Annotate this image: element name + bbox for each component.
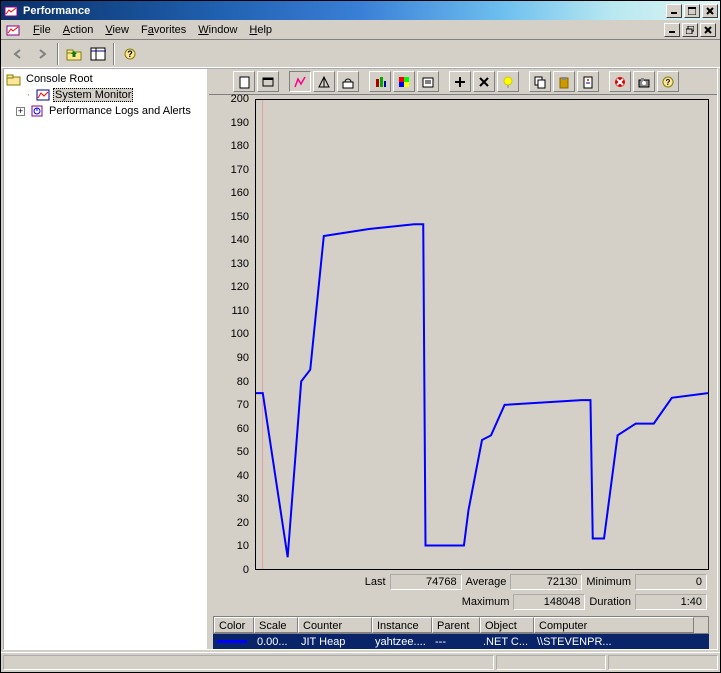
help-button[interactable]: ? (119, 43, 141, 65)
counter-list: Color Scale Counter Instance Parent Obje… (213, 616, 709, 649)
cell-computer: \\STEVENPR... (533, 636, 693, 648)
main-toolbar: ? (1, 40, 720, 68)
col-color[interactable]: Color (214, 617, 254, 633)
dur-value: 1:40 (635, 594, 707, 610)
col-counter[interactable]: Counter (298, 617, 372, 633)
delete-button[interactable] (473, 71, 495, 92)
view-report-button[interactable] (337, 71, 359, 92)
up-level-button[interactable] (63, 43, 85, 65)
close-button[interactable] (702, 4, 718, 18)
col-scale[interactable]: Scale (254, 617, 298, 633)
stats: Last 74768 Average 72130 Minimum 0 Maxim… (213, 570, 709, 614)
minimize-button[interactable] (666, 4, 682, 18)
min-label: Minimum (586, 576, 631, 588)
freeze-button[interactable] (609, 71, 631, 92)
menu-file[interactable]: File (27, 22, 57, 38)
plus-button[interactable] (449, 71, 471, 92)
snapshot-button[interactable] (633, 71, 655, 92)
nav-forward-button[interactable] (31, 43, 53, 65)
maximize-button[interactable] (684, 4, 700, 18)
statusbar (1, 652, 720, 672)
counter-header: Color Scale Counter Instance Parent Obje… (213, 616, 709, 634)
last-value: 74768 (390, 574, 462, 590)
menu-view[interactable]: View (99, 22, 135, 38)
counter-row[interactable]: 0.00... JIT Heap yahtzee.... --- .NET C.… (213, 634, 709, 649)
sysmon-icon (35, 87, 51, 103)
view-histogram-button[interactable] (313, 71, 335, 92)
mdi-minimize-button[interactable] (664, 23, 680, 37)
paste-button[interactable] (553, 71, 575, 92)
cell-color (213, 640, 253, 643)
log-button[interactable] (417, 71, 439, 92)
colors-button[interactable] (393, 71, 415, 92)
y-axis: 2001901801701601501401301201101009080706… (213, 99, 255, 570)
col-parent[interactable]: Parent (432, 617, 480, 633)
dur-label: Duration (589, 596, 631, 608)
highlight-button[interactable] (497, 71, 519, 92)
add-button[interactable] (369, 71, 391, 92)
status-panel-2 (496, 655, 606, 670)
menubar: File Action View Favorites Window Help (1, 20, 720, 40)
min-value: 0 (635, 574, 707, 590)
help2-button[interactable]: ? (657, 71, 679, 92)
tree-sysmon-label: System Monitor (53, 88, 133, 102)
copy-button[interactable] (529, 71, 551, 92)
scope-tree[interactable]: Console Root · System Monitor + Performa… (4, 69, 209, 649)
col-object[interactable]: Object (480, 617, 534, 633)
new-counter-set-button[interactable] (233, 71, 255, 92)
properties-button[interactable] (577, 71, 599, 92)
result-pane: ? 20019018017016015014013012011010090807… (209, 69, 717, 649)
mdi-restore-button[interactable] (682, 23, 698, 37)
menu-action[interactable]: Action (57, 22, 100, 38)
nav-back-button[interactable] (7, 43, 29, 65)
performance-window: Performance File Action View Favorites W… (0, 0, 721, 673)
menu-help[interactable]: Help (243, 22, 278, 38)
tree-sysmon[interactable]: · System Monitor (4, 87, 207, 103)
cell-counter: JIT Heap (297, 636, 371, 648)
chart-area: 2001901801701601501401301201101009080706… (209, 95, 717, 649)
menu-window[interactable]: Window (192, 22, 243, 38)
tree-root-label: Console Root (24, 73, 95, 85)
svg-text:?: ? (666, 78, 671, 87)
view-chart-button[interactable] (289, 71, 311, 92)
avg-value: 72130 (510, 574, 582, 590)
cell-scale: 0.00... (253, 636, 297, 648)
clear-display-button[interactable] (257, 71, 279, 92)
app-icon (3, 3, 19, 19)
cell-instance: yahtzee.... (371, 636, 431, 648)
cell-object: .NET C... (479, 636, 533, 648)
last-label: Last (365, 576, 386, 588)
status-panel-3 (608, 655, 718, 670)
cell-parent: --- (431, 636, 479, 648)
window-title: Performance (23, 5, 90, 17)
plot[interactable] (255, 99, 709, 570)
col-instance[interactable]: Instance (372, 617, 432, 633)
max-value: 148048 (513, 594, 585, 610)
tree-perflogs[interactable]: + Performance Logs and Alerts (4, 103, 207, 119)
avg-label: Average (466, 576, 507, 588)
status-panel-1 (3, 655, 494, 670)
sysmon-toolbar: ? (209, 69, 717, 95)
tree-root[interactable]: Console Root (4, 71, 207, 87)
perflogs-icon (29, 103, 45, 119)
mdi-close-button[interactable] (700, 23, 716, 37)
max-label: Maximum (462, 596, 510, 608)
folder-open-icon (6, 71, 22, 87)
svg-text:?: ? (127, 49, 133, 59)
show-hide-tree-button[interactable] (87, 43, 109, 65)
mdi-child-icon[interactable] (5, 22, 21, 38)
titlebar[interactable]: Performance (1, 1, 720, 20)
col-computer[interactable]: Computer (534, 617, 694, 633)
body: Console Root · System Monitor + Performa… (3, 68, 718, 650)
expand-button[interactable]: + (16, 107, 25, 116)
tree-perflogs-label: Performance Logs and Alerts (47, 105, 193, 117)
menu-favorites[interactable]: Favorites (135, 22, 192, 38)
